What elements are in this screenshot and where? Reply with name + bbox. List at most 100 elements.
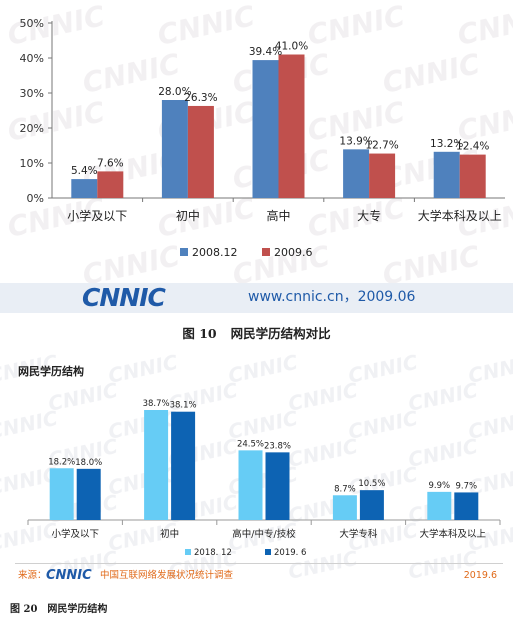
bar-2008.12 <box>433 151 460 198</box>
watermark-text: CNNIC <box>380 47 484 100</box>
data-label: 5.4% <box>71 165 98 177</box>
source-label: 来源： <box>18 570 47 581</box>
category-label: 大专 <box>357 208 381 223</box>
data-label: 12.7% <box>365 140 398 152</box>
chart-bars <box>71 54 486 198</box>
bar-2008.12 <box>343 149 370 198</box>
chart-axes: 0% 10% 20% 30% 40% 50% <box>20 17 505 205</box>
footer-divider <box>15 563 503 564</box>
watermark-text: CNNIC <box>226 406 300 444</box>
bar-2009.6 <box>187 105 214 198</box>
source-url: www.cnnic.cn，2009.06 <box>248 289 416 305</box>
figure-caption-10: 图 10 网民学历结构对比 <box>0 323 513 342</box>
watermark-text: CNNIC <box>455 0 513 52</box>
watermark-text: CNNIC <box>226 353 300 388</box>
figure-title: 网民学历结构 <box>47 604 108 615</box>
data-label: 10.5% <box>358 479 385 489</box>
watermark-text: CNNIC <box>106 353 180 388</box>
watermark-text: CNNIC <box>305 0 409 52</box>
watermark-text: CNNIC <box>406 378 480 416</box>
y-tick-label: 50% <box>20 17 44 30</box>
legend-label: 2019. 6 <box>274 548 306 558</box>
bar-2019.6 <box>454 492 479 520</box>
watermark-text: CNNIC <box>0 406 60 444</box>
data-label: 39.4% <box>249 46 282 58</box>
bar-2008.12 <box>71 179 98 198</box>
category-label: 高中 <box>266 208 290 223</box>
bar-2019.6 <box>76 468 101 520</box>
legend-swatch <box>262 248 270 256</box>
survey-name: 中国互联网络发展状况统计调查 <box>100 569 234 581</box>
chart-title: 网民学历结构 <box>18 364 84 378</box>
figure-number: 图 10 <box>182 326 217 341</box>
data-label: 24.5% <box>237 439 264 449</box>
bar-2019.6 <box>359 490 384 520</box>
watermark-text: CNNIC <box>155 191 259 244</box>
chart-legend: 2008.12 2009.6 <box>180 246 313 259</box>
bar-2009.6 <box>278 54 305 198</box>
category-label: 初中 <box>160 528 179 540</box>
watermark-text: CNNIC <box>46 378 120 416</box>
data-label: 12.4% <box>456 141 489 153</box>
legend-label: 2009.6 <box>274 246 313 259</box>
watermark-text: CNNIC <box>286 378 360 416</box>
chart-data-labels: 5.4%7.6% 28.0%26.3% 39.4%41.0% 13.9%12.7% 13… <box>71 41 489 178</box>
category-label: 大学本科及以上 <box>418 208 502 223</box>
bar-2019.6 <box>265 452 290 520</box>
cnnic-logo: CNNIC <box>82 283 166 312</box>
chart-axes <box>27 519 501 525</box>
data-label: 41.0% <box>275 41 308 53</box>
survey-date: 2019.6 <box>464 570 497 581</box>
bar-2008.12 <box>161 100 188 198</box>
data-label: 18.2% <box>48 457 75 467</box>
chart-2019-panel: CNNIC CNNIC CNNIC CNNIC CNNIC CNNIC CNNIC CNNIC… <box>0 350 513 584</box>
category-label: 大学本科及以上 <box>420 528 487 540</box>
watermark-text: CNNIC <box>155 0 259 52</box>
figure-caption-20: 图 20 网民学历结构 <box>10 600 107 615</box>
bar-2018.12 <box>332 495 357 520</box>
data-label: 28.0% <box>158 86 191 98</box>
category-label: 高中/中专/技校 <box>232 528 296 540</box>
figure-title: 网民学历结构对比 <box>230 326 331 341</box>
chart-category-labels: 小学及以下 初中 高中/中专/技校 大学专科 大学本科及以上 <box>51 528 486 540</box>
category-label: 初中 <box>176 208 200 223</box>
data-label: 23.8% <box>264 441 291 451</box>
legend-label: 2008.12 <box>192 246 238 259</box>
chart-legend: 2018. 12 2019. 6 <box>185 548 306 558</box>
category-label: 小学及以下 <box>67 208 127 223</box>
watermark-text: CNNIC <box>346 406 420 444</box>
cnnic-logo-small: CNNIC <box>46 568 92 583</box>
data-label: 8.7% <box>334 484 356 494</box>
watermark-text: CNNIC <box>346 353 420 388</box>
category-label: 大学专科 <box>339 528 378 540</box>
watermark-text: CNNIC <box>406 434 480 472</box>
figure-number: 图 20 <box>10 604 38 615</box>
y-tick-label: 30% <box>20 87 44 100</box>
chart-bars <box>49 410 479 520</box>
y-tick-label: 0% <box>27 192 44 205</box>
data-label: 13.2% <box>430 138 463 150</box>
watermark-text: CNNIC <box>106 406 180 444</box>
data-label: 38.7% <box>143 399 170 409</box>
bar-2009.6 <box>97 171 124 198</box>
data-label: 9.9% <box>428 481 450 491</box>
bar-2009.6 <box>369 153 396 198</box>
category-label: 小学及以下 <box>51 528 99 540</box>
data-label: 13.9% <box>339 135 372 147</box>
data-label: 18.0% <box>75 458 102 468</box>
y-tick-label: 10% <box>20 157 44 170</box>
bar-2019.6 <box>171 411 196 520</box>
bar-2018.12 <box>238 450 263 520</box>
data-label: 38.1% <box>170 401 197 411</box>
watermark-text: CNNIC <box>106 462 180 500</box>
data-label: 26.3% <box>184 92 217 104</box>
legend-swatch <box>185 549 191 555</box>
legend-swatch <box>265 549 271 555</box>
bar-2018.12 <box>144 410 169 520</box>
y-tick-label: 20% <box>20 122 44 135</box>
y-tick-label: 40% <box>20 52 44 65</box>
chart-category-labels: 小学及以下 初中 高中 大专 大学本科及以上 <box>67 208 501 223</box>
legend-label: 2018. 12 <box>194 548 232 558</box>
